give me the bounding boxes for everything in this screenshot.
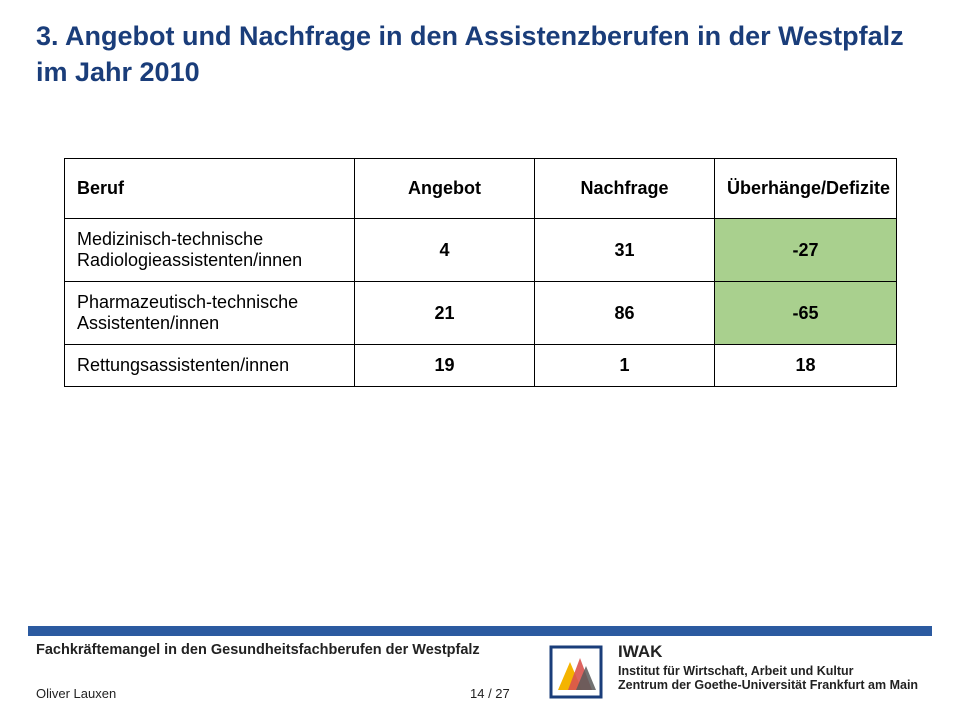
cell-nachfrage: 31 [535, 219, 715, 282]
cell-nachfrage: 86 [535, 282, 715, 345]
table-header-row: Beruf Angebot Nachfrage Überhänge/Defizi… [65, 159, 897, 219]
table-row: Pharmazeutisch-technische Assistenten/in… [65, 282, 897, 345]
iwak-sub2: Zentrum der Goethe-Universität Frankfurt… [618, 678, 918, 692]
cell-label: Rettungsassistenten/innen [65, 345, 355, 387]
slide-title: 3. Angebot und Nachfrage in den Assisten… [36, 18, 924, 91]
iwak-title: IWAK [618, 642, 918, 662]
cell-angebot: 4 [355, 219, 535, 282]
footer-bar [28, 626, 932, 636]
slide: 3. Angebot und Nachfrage in den Assisten… [0, 0, 960, 716]
footer-author: Oliver Lauxen [36, 686, 116, 701]
cell-diff: -27 [715, 219, 897, 282]
footer-topic: Fachkräftemangel in den Gesundheitsfachb… [36, 642, 480, 658]
iwak-logo-icon [548, 644, 604, 700]
footer-left: Fachkräftemangel in den Gesundheitsfachb… [36, 642, 480, 658]
cell-diff: -65 [715, 282, 897, 345]
page-number: 14 / 27 [470, 686, 510, 701]
cell-nachfrage: 1 [535, 345, 715, 387]
title-line-2: im Jahr 2010 [36, 57, 200, 87]
cell-label: Pharmazeutisch-technische Assistenten/in… [65, 282, 355, 345]
col-header-diff: Überhänge/Defizite [715, 159, 897, 219]
table-row: Medizinisch-technische Radiologieassiste… [65, 219, 897, 282]
col-header-angebot: Angebot [355, 159, 535, 219]
slide-footer: Fachkräftemangel in den Gesundheitsfachb… [0, 626, 960, 716]
cell-angebot: 19 [355, 345, 535, 387]
iwak-sub1: Institut für Wirtschaft, Arbeit und Kult… [618, 664, 918, 678]
col-header-beruf: Beruf [65, 159, 355, 219]
cell-label: Medizinisch-technische Radiologieassiste… [65, 219, 355, 282]
cell-angebot: 21 [355, 282, 535, 345]
assistenzberufe-table: Beruf Angebot Nachfrage Überhänge/Defizi… [64, 158, 897, 387]
cell-diff: 18 [715, 345, 897, 387]
data-table-container: Beruf Angebot Nachfrage Überhänge/Defizi… [64, 158, 896, 387]
footer-right: IWAK Institut für Wirtschaft, Arbeit und… [618, 642, 918, 692]
title-line-1: 3. Angebot und Nachfrage in den Assisten… [36, 21, 904, 51]
col-header-nachfrage: Nachfrage [535, 159, 715, 219]
table-row: Rettungsassistenten/innen 19 1 18 [65, 345, 897, 387]
